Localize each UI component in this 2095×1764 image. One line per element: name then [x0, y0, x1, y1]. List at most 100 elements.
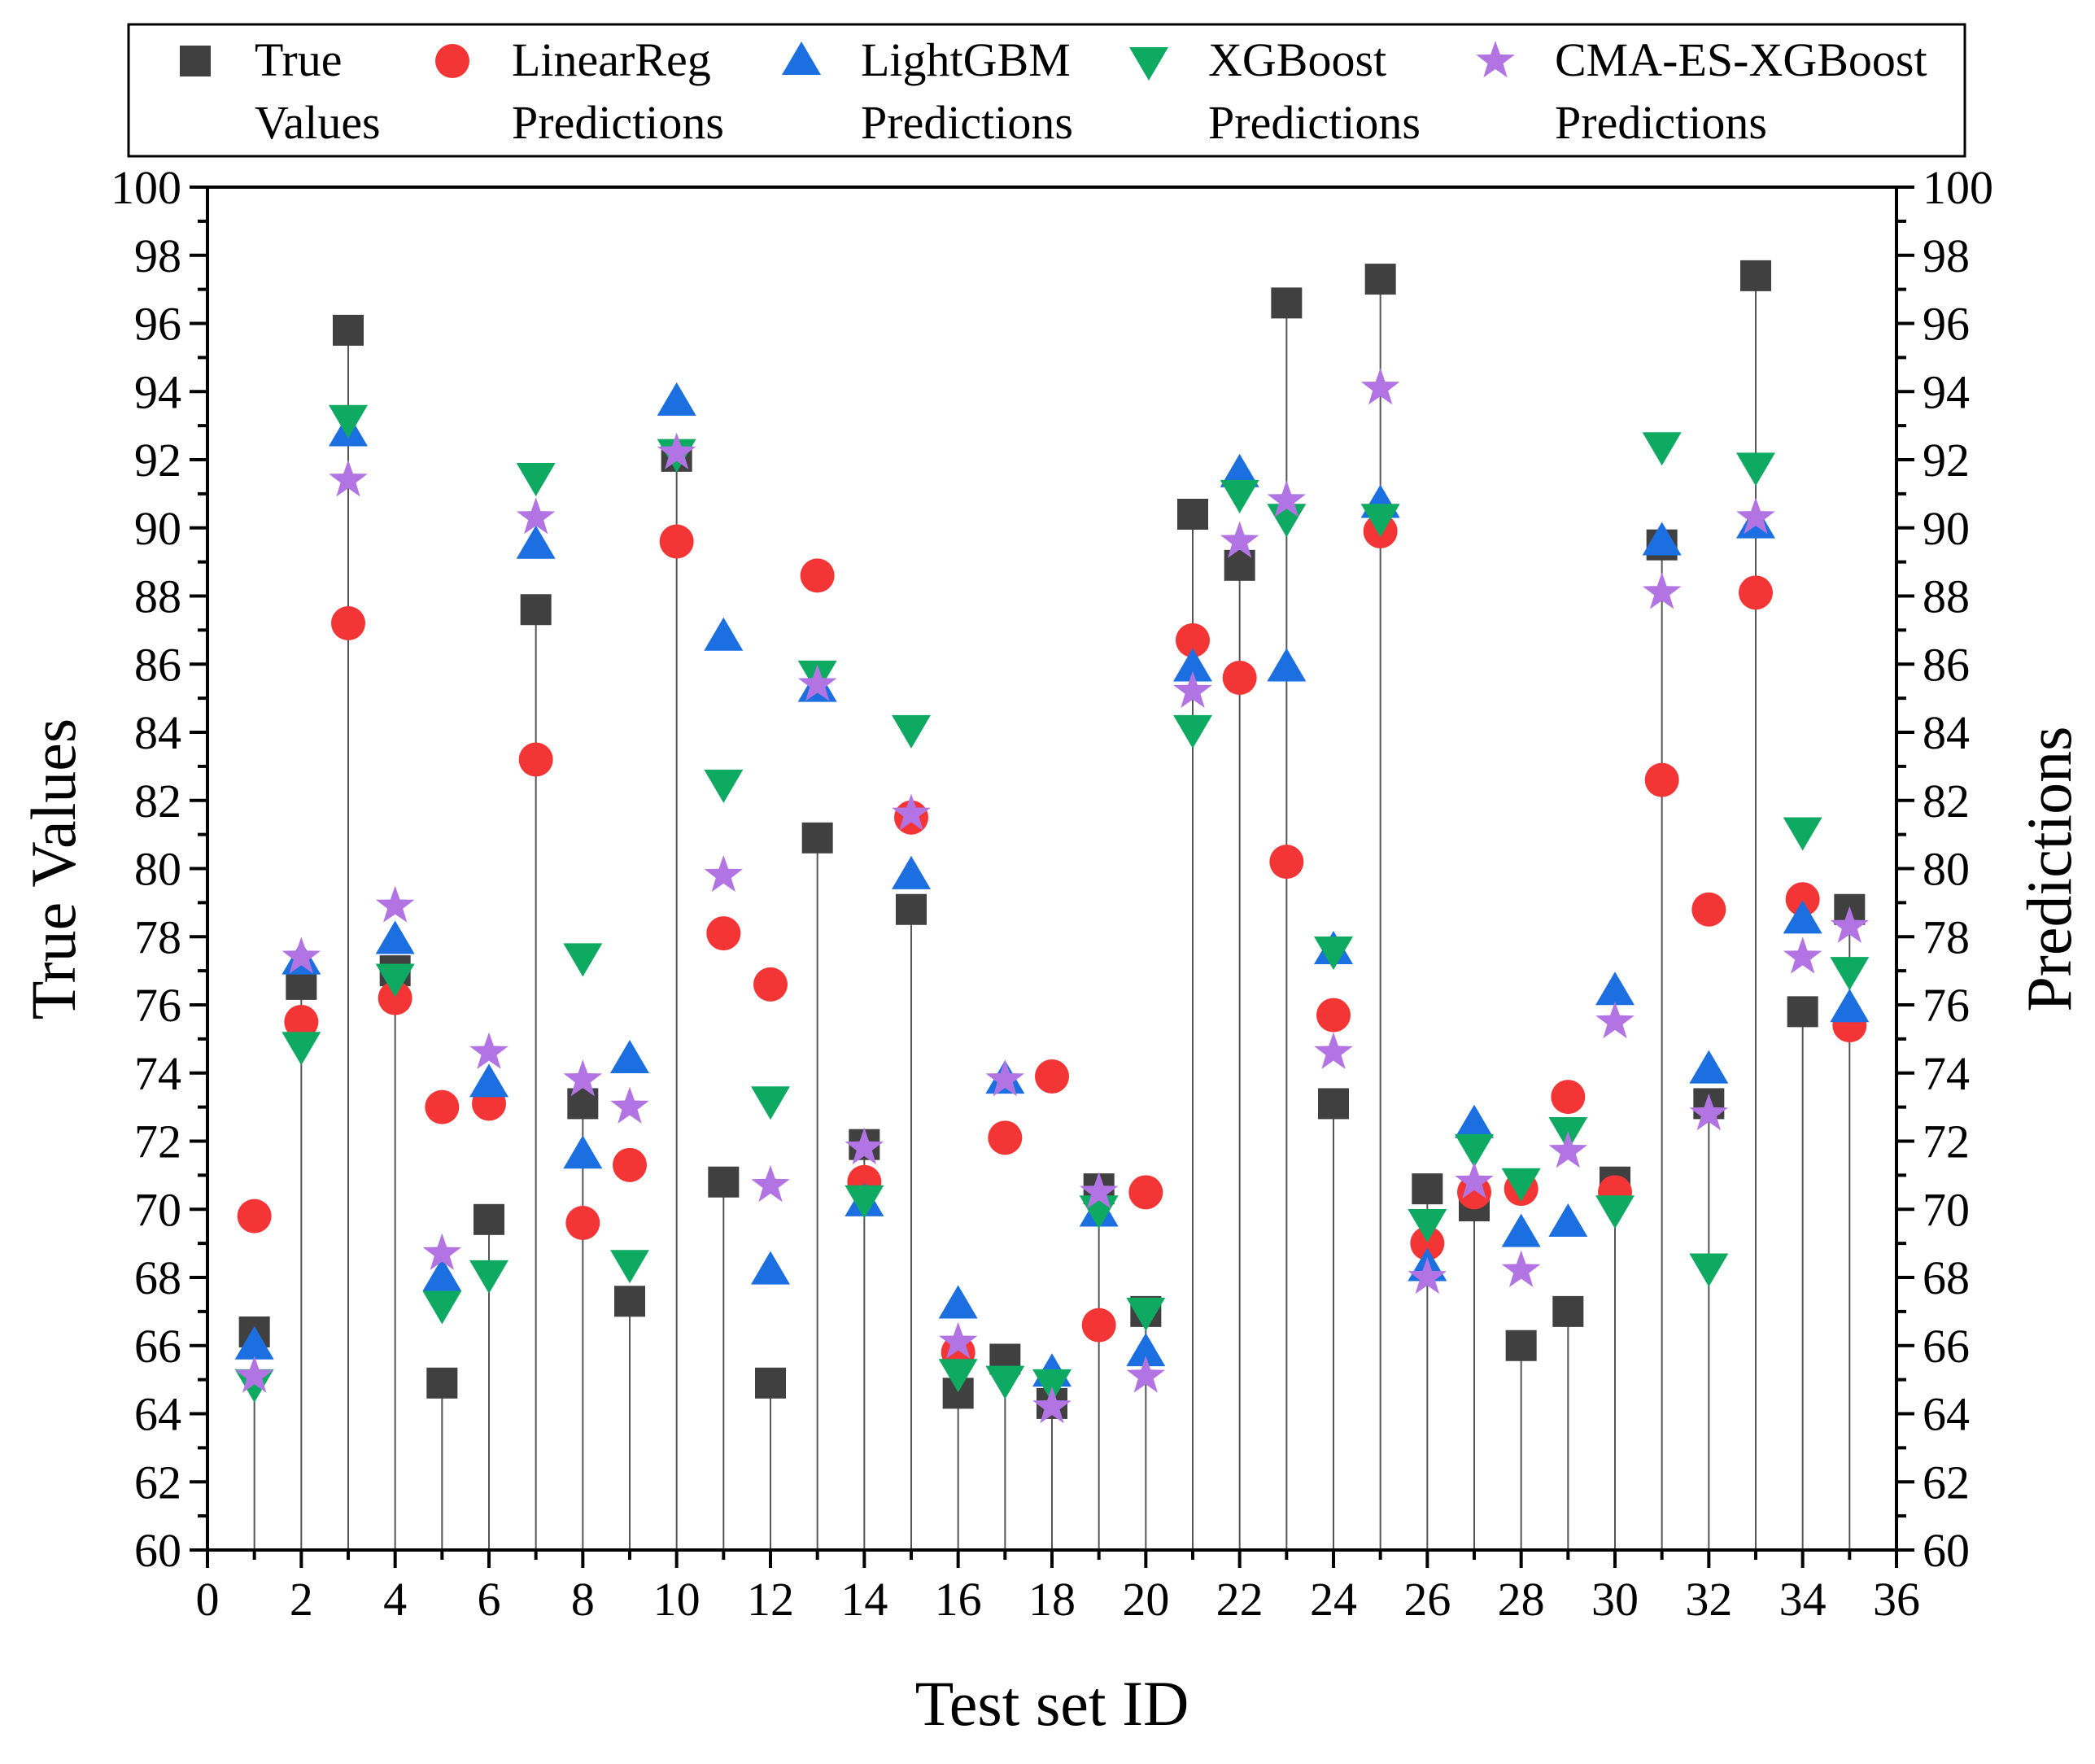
point-star-4 [1501, 1250, 1541, 1287]
point-star-4 [1267, 480, 1307, 517]
point-square-0 [1177, 499, 1208, 530]
point-triangle-down-3 [1220, 479, 1259, 513]
point-triangle-up-2 [516, 525, 556, 559]
point-triangle-up-2 [422, 1258, 462, 1291]
legend-label-line2: Values [255, 96, 381, 149]
point-triangle-up-2 [704, 617, 744, 651]
point-triangle-down-3 [1126, 1297, 1166, 1331]
point-triangle-up-2 [1220, 453, 1259, 487]
y-tick-label-left: 84 [134, 706, 181, 759]
point-triangle-down-3 [234, 1369, 274, 1403]
y-tick-label-left: 100 [111, 161, 181, 214]
y-tick-label-left: 80 [134, 843, 181, 896]
y-tick-label-right: 66 [1923, 1320, 1970, 1373]
point-triangle-down-3 [516, 462, 556, 496]
point-circle-1 [1410, 1226, 1445, 1261]
point-triangle-down-3 [1173, 714, 1212, 749]
point-triangle-up-2 [610, 1040, 649, 1073]
point-circle-1 [659, 524, 694, 559]
y-tick-label-right: 92 [1923, 434, 1970, 487]
point-triangle-up-2 [234, 1325, 274, 1360]
point-circle-1 [284, 1004, 319, 1039]
point-star-4 [1830, 906, 1870, 943]
point-triangle-up-2 [1267, 648, 1307, 682]
point-circle-1 [378, 980, 412, 1015]
point-square-0 [1740, 260, 1771, 291]
legend-marker-1 [435, 44, 469, 78]
point-triangle-down-3 [469, 1260, 508, 1294]
point-star-4 [657, 432, 696, 469]
x-tick-label: 34 [1779, 1573, 1827, 1626]
x-tick-label: 26 [1403, 1573, 1451, 1626]
x-tick-label: 16 [935, 1573, 982, 1626]
point-square-0 [614, 1286, 645, 1317]
y-tick-label-right: 98 [1923, 229, 1970, 282]
point-star-4 [1736, 497, 1775, 535]
y-tick-label-left: 70 [134, 1183, 181, 1236]
point-square-0 [755, 1367, 786, 1399]
point-triangle-down-3 [1689, 1253, 1729, 1287]
point-star-4 [704, 854, 744, 893]
x-tick-label: 2 [290, 1573, 313, 1626]
y-tick-label-right: 70 [1923, 1183, 1970, 1236]
point-circle-1 [331, 606, 365, 640]
point-circle-1 [1691, 892, 1726, 927]
point-triangle-down-3 [1408, 1209, 1447, 1242]
point-circle-1 [1128, 1175, 1163, 1210]
y-tick-label-right: 96 [1923, 298, 1970, 351]
point-triangle-up-2 [1501, 1213, 1541, 1247]
point-circle-1 [1269, 845, 1304, 880]
point-triangle-up-2 [375, 920, 415, 954]
legend-marker-2 [782, 41, 821, 75]
point-circle-1 [1739, 575, 1773, 610]
x-tick-label: 14 [840, 1573, 888, 1626]
point-circle-1 [753, 967, 788, 1002]
legend-marker-0 [180, 46, 211, 76]
point-triangle-down-3 [422, 1290, 462, 1325]
point-star-4 [1220, 521, 1259, 558]
point-triangle-up-2 [1126, 1333, 1166, 1367]
point-triangle-down-3 [563, 943, 603, 977]
x-tick-label: 30 [1591, 1573, 1639, 1626]
point-star-4 [797, 664, 837, 701]
point-triangle-up-2 [892, 855, 931, 889]
y-axis-title-left: True Values [18, 718, 89, 1020]
point-triangle-up-2 [563, 1135, 603, 1169]
point-triangle-down-3 [751, 1086, 790, 1120]
point-triangle-up-2 [1642, 522, 1682, 556]
point-triangle-down-3 [282, 1032, 321, 1066]
y-tick-label-right: 94 [1923, 365, 1970, 418]
x-tick-label: 32 [1685, 1573, 1732, 1626]
plot-frame [206, 186, 1898, 1552]
data-markers [234, 260, 1870, 1424]
point-triangle-down-3 [892, 714, 931, 749]
point-triangle-up-2 [1689, 1050, 1729, 1084]
point-triangle-down-3 [1360, 504, 1400, 538]
legend-label-line1: LinearReg [512, 33, 711, 86]
point-triangle-down-3 [1267, 504, 1307, 538]
y-tick-label-left: 82 [134, 775, 181, 827]
point-circle-1 [1176, 622, 1210, 657]
point-star-4 [469, 1032, 508, 1069]
point-star-4 [1689, 1094, 1729, 1131]
y-tick-label-left: 64 [134, 1388, 181, 1441]
y-tick-label-right: 90 [1923, 502, 1970, 555]
y-tick-label-right: 76 [1923, 979, 1970, 1032]
y-tick-label-left: 68 [134, 1251, 181, 1304]
legend-label-line1: LightGBM [861, 33, 1071, 86]
point-star-4 [1126, 1356, 1166, 1393]
point-square-0 [1364, 264, 1396, 295]
point-square-0 [1271, 287, 1303, 319]
y-tick-label-left: 98 [134, 229, 181, 282]
x-tick-label: 18 [1028, 1573, 1076, 1626]
x-tick-label: 4 [383, 1573, 407, 1626]
y-tick-label-left: 96 [134, 298, 181, 351]
point-triangle-up-2 [751, 1251, 790, 1285]
point-star-4 [1595, 1001, 1635, 1039]
point-triangle-up-2 [1830, 989, 1870, 1023]
point-square-0 [801, 822, 833, 854]
y-tick-label-left: 74 [134, 1047, 181, 1100]
y-tick-label-left: 62 [134, 1456, 181, 1509]
point-circle-1 [518, 742, 553, 777]
